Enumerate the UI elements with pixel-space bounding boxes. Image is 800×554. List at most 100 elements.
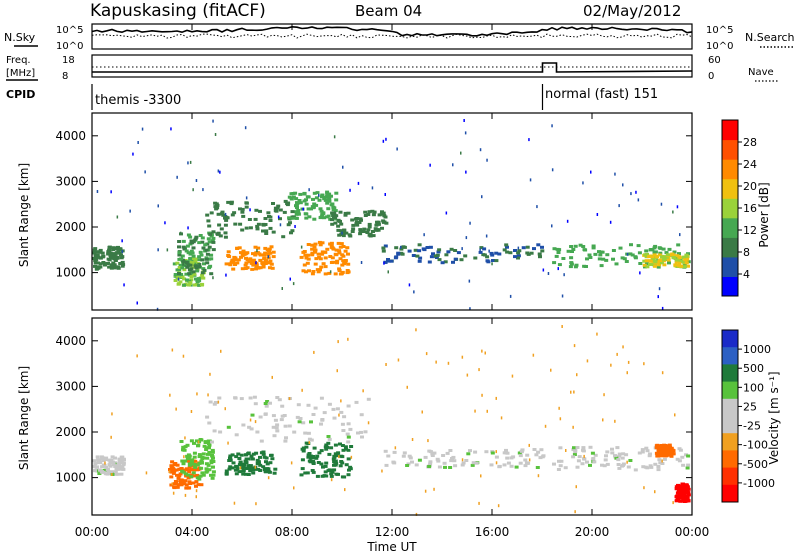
- data-cell: [333, 216, 338, 220]
- data-cell: [235, 247, 240, 250]
- data-cell: [614, 419, 616, 423]
- data-cell: [157, 248, 159, 252]
- data-cell: [324, 443, 329, 447]
- data-cell: [649, 262, 654, 266]
- data-cell: [267, 247, 272, 251]
- data-cell: [616, 458, 621, 462]
- data-cell: [525, 461, 529, 465]
- data-cell: [406, 462, 411, 466]
- data-cell: [194, 266, 199, 270]
- data-cell: [184, 261, 189, 264]
- data-cell: [508, 251, 513, 255]
- data-cell: [620, 256, 625, 260]
- data-cell: [207, 450, 212, 454]
- data-cell: [468, 449, 472, 453]
- data-cell: [207, 443, 212, 447]
- data-cell: [327, 192, 332, 196]
- data-cell: [313, 350, 315, 354]
- data-cell: [452, 459, 457, 463]
- data-cell: [581, 245, 586, 248]
- data-cell: [184, 272, 189, 276]
- data-cell: [389, 259, 394, 263]
- data-cell: [465, 236, 468, 240]
- data-cell: [121, 250, 124, 254]
- data-cell: [359, 218, 363, 222]
- data-cell: [336, 451, 341, 455]
- data-cell: [569, 245, 574, 248]
- data-cell: [179, 478, 184, 482]
- data-cell: [211, 470, 216, 474]
- data-cell: [255, 227, 260, 231]
- data-cell: [187, 468, 192, 472]
- data-cell: [320, 418, 325, 422]
- data-cell: [622, 345, 624, 349]
- data-cell: [120, 264, 125, 268]
- noise-tick-left-top: 10^5: [56, 25, 83, 36]
- data-cell: [108, 472, 113, 476]
- data-cell: [316, 461, 321, 464]
- data-cell: [310, 243, 315, 247]
- data-cell: [552, 261, 557, 265]
- data-cell: [658, 287, 661, 291]
- data-cell: [674, 260, 679, 264]
- data-cell: [306, 455, 311, 459]
- data-cell: [356, 431, 360, 435]
- data-cell: [199, 483, 204, 487]
- data-cell: [330, 222, 335, 226]
- data-cell: [256, 246, 261, 250]
- data-cell: [664, 251, 669, 255]
- data-cell: [654, 490, 656, 494]
- data-cell: [311, 270, 316, 273]
- data-cell: [311, 413, 316, 416]
- data-cell: [451, 260, 455, 264]
- data-cell: [105, 262, 110, 265]
- data-cell: [289, 216, 294, 220]
- data-cell: [190, 257, 195, 261]
- data-cell: [399, 251, 404, 255]
- data-cell: [408, 283, 411, 287]
- data-cell: [296, 403, 301, 407]
- data-cell: [201, 267, 206, 271]
- data-cell: [495, 396, 497, 400]
- data-cell: [197, 265, 201, 269]
- data-cell: [437, 258, 442, 262]
- data-cell: [617, 466, 622, 470]
- data-cell: [268, 219, 273, 222]
- date-title: 02/May/2012: [583, 2, 681, 20]
- data-cell: [269, 453, 273, 457]
- data-cell: [428, 460, 433, 464]
- data-cell: [111, 412, 113, 416]
- data-cell: [173, 273, 178, 276]
- data-cell: [119, 253, 123, 257]
- colorbar-tick-label: 500: [743, 362, 764, 375]
- data-cell: [326, 207, 331, 211]
- data-cell: [478, 501, 480, 505]
- data-cell: [350, 230, 355, 233]
- data-cell: [189, 267, 194, 271]
- data-cell: [256, 462, 261, 466]
- data-cell: [382, 139, 385, 143]
- colorbar-segment: [722, 178, 738, 199]
- data-cell: [226, 254, 231, 257]
- data-cell: [563, 466, 568, 470]
- data-cell: [177, 251, 182, 255]
- data-cell: [405, 464, 410, 467]
- data-cell: [326, 435, 331, 438]
- data-cell: [345, 269, 350, 272]
- data-cell: [685, 466, 690, 470]
- data-cell: [468, 279, 471, 283]
- data-cell: [666, 449, 671, 453]
- data-cell: [382, 214, 387, 218]
- data-cell: [177, 245, 181, 249]
- data-cell: [107, 458, 112, 462]
- data-cell: [591, 244, 596, 248]
- data-cell: [572, 453, 577, 456]
- data-cell: [590, 170, 592, 174]
- data-cell: [311, 470, 316, 474]
- data-cell: [341, 429, 346, 432]
- data-cell: [92, 465, 97, 468]
- data-cell: [194, 235, 199, 239]
- data-cell: [269, 245, 274, 249]
- data-cell: [214, 207, 219, 211]
